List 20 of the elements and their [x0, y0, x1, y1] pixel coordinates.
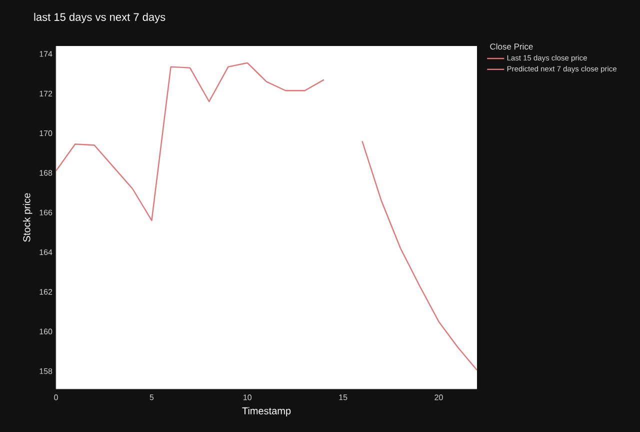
y-tick-label: 158 — [40, 368, 52, 374]
y-tick-label: 166 — [40, 210, 52, 216]
y-tick-label: 160 — [40, 328, 52, 334]
y-axis-title: Stock price — [22, 193, 32, 242]
x-tick-label: 0 — [54, 394, 58, 400]
y-tick-label: 174 — [40, 51, 52, 57]
y-tick-label: 172 — [40, 90, 52, 96]
y-tick-label: 162 — [40, 289, 52, 295]
x-tick-label: 5 — [150, 394, 154, 400]
chart-title: last 15 days vs next 7 days — [34, 12, 166, 24]
y-tick-label: 164 — [40, 249, 52, 256]
x-tick-label: 15 — [339, 394, 348, 400]
line-series — [362, 140, 478, 371]
legend-title: Close Price — [490, 43, 533, 50]
y-tick-label: 170 — [40, 130, 52, 136]
line-series — [56, 62, 325, 222]
x-tick-label: 10 — [244, 394, 252, 400]
y-tick-label: 168 — [40, 170, 52, 176]
x-tick-label: 20 — [434, 394, 443, 400]
x-axis-title: Timestamp — [242, 407, 291, 416]
